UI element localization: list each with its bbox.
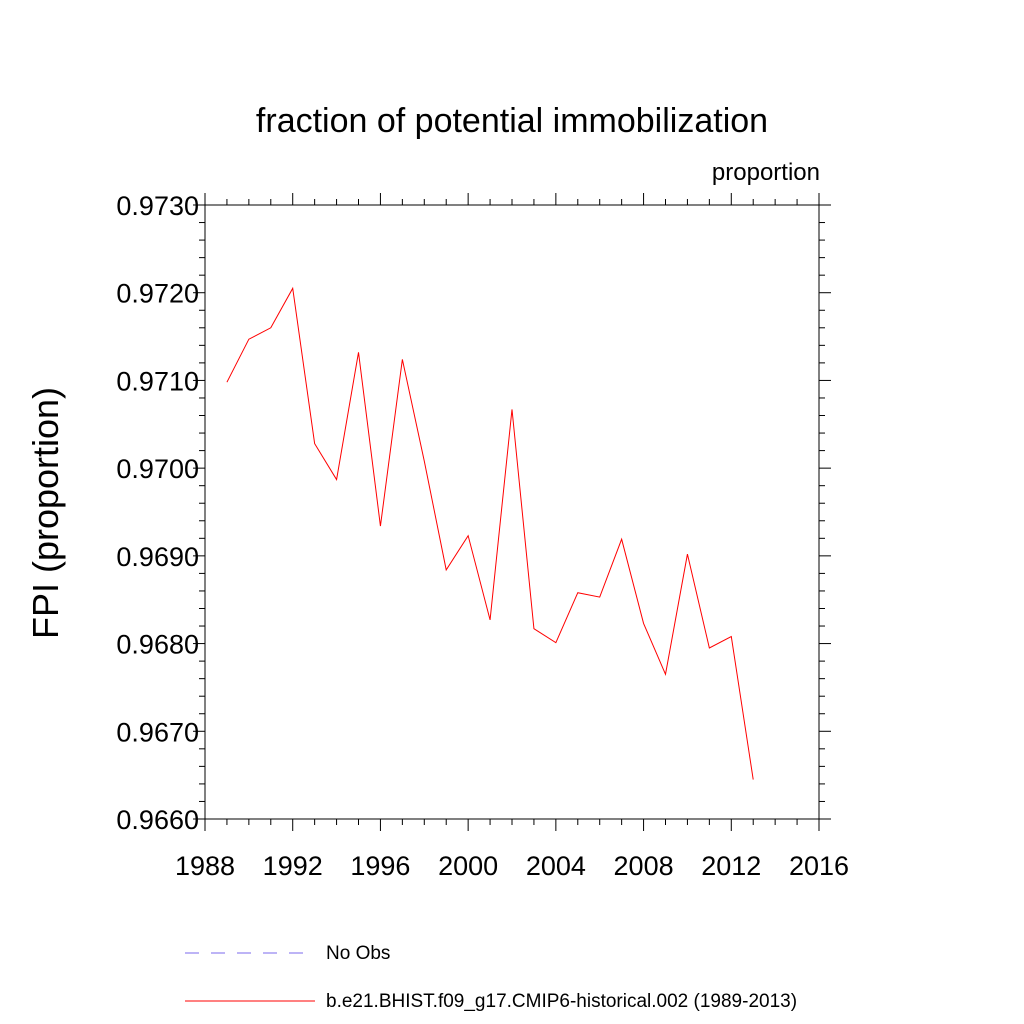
y-tick-label: 0.9690 bbox=[116, 542, 199, 572]
x-tick-label: 2008 bbox=[614, 851, 674, 881]
y-tick-label: 0.9730 bbox=[116, 191, 199, 221]
y-tick-labels: 0.9660 0.9670 0.9680 0.9690 0.9700 0.9710 0.97… bbox=[116, 191, 199, 835]
x-tick-label: 1988 bbox=[175, 851, 235, 881]
legend: No Obs b.e21.BHIST.f09_g17.CMIP6-histori… bbox=[185, 943, 797, 1012]
y-axis-label: FPI (proportion) bbox=[25, 387, 66, 639]
x-tick-label: 2000 bbox=[438, 851, 498, 881]
chart-title: fraction of potential immobilization bbox=[256, 102, 768, 140]
y-tick-label: 0.9710 bbox=[116, 366, 199, 396]
x-tick-label: 2016 bbox=[789, 851, 849, 881]
y-tick-label: 0.9720 bbox=[116, 279, 199, 309]
x-tick-label: 1996 bbox=[350, 851, 410, 881]
y-tick-label: 0.9680 bbox=[116, 630, 199, 660]
axis-ticks bbox=[193, 193, 831, 831]
series-line-historical bbox=[226, 286, 754, 780]
x-tick-label: 1992 bbox=[263, 851, 323, 881]
plot-frame bbox=[204, 204, 820, 820]
legend-label-historical: b.e21.BHIST.f09_g17.CMIP6-historical.002… bbox=[326, 991, 797, 1012]
x-tick-labels: 1988 1992 1996 2000 2004 2008 2012 2016 bbox=[175, 851, 849, 881]
legend-label-no-obs: No Obs bbox=[326, 943, 390, 964]
y-tick-label: 0.9700 bbox=[116, 454, 199, 484]
y-tick-label: 0.9670 bbox=[116, 717, 199, 747]
units-label: proportion bbox=[712, 159, 820, 186]
y-tick-label: 0.9660 bbox=[116, 805, 199, 835]
series-group bbox=[226, 286, 754, 780]
x-tick-label: 2004 bbox=[526, 851, 586, 881]
x-tick-label: 2012 bbox=[701, 851, 761, 881]
